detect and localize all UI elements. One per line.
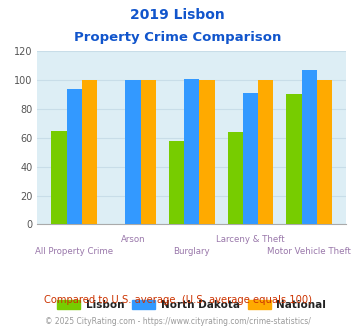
Bar (67, 89, 82, 224)
Bar (184, 79, 200, 224)
Text: Compared to U.S. average. (U.S. average equals 100): Compared to U.S. average. (U.S. average … (44, 295, 311, 305)
Text: All Property Crime: All Property Crime (35, 247, 113, 256)
Bar (51, 131, 67, 224)
Text: 2019 Lisbon: 2019 Lisbon (130, 8, 225, 22)
Bar (200, 80, 215, 224)
Bar (286, 94, 301, 224)
Bar (301, 70, 317, 224)
Bar (82, 80, 97, 224)
Text: Arson: Arson (121, 235, 145, 244)
Bar (141, 80, 156, 224)
Text: Motor Vehicle Theft: Motor Vehicle Theft (267, 247, 351, 256)
Legend: Lisbon, North Dakota, National: Lisbon, North Dakota, National (53, 295, 330, 314)
Bar (228, 132, 243, 224)
Text: Larceny & Theft: Larceny & Theft (216, 235, 285, 244)
Bar (125, 80, 141, 224)
Bar (258, 80, 273, 224)
Text: © 2025 CityRating.com - https://www.cityrating.com/crime-statistics/: © 2025 CityRating.com - https://www.city… (45, 317, 310, 326)
Text: Burglary: Burglary (173, 247, 210, 256)
Bar (169, 141, 184, 224)
Text: Property Crime Comparison: Property Crime Comparison (74, 31, 281, 44)
Bar (317, 80, 332, 224)
Bar (243, 93, 258, 224)
